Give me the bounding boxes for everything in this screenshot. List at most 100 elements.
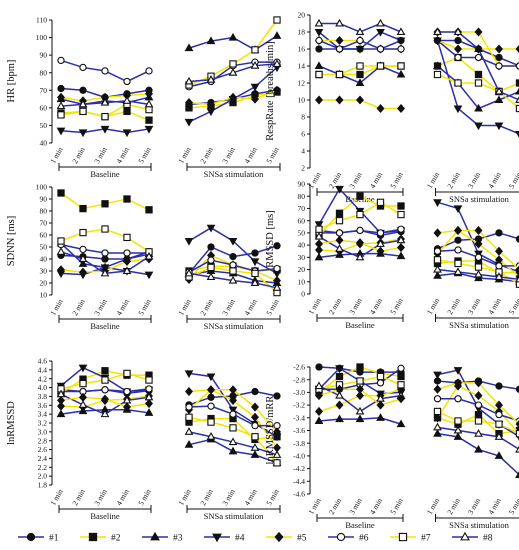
series-7 (315, 198, 519, 288)
data-point (433, 384, 442, 394)
series-3 (56, 238, 282, 287)
y-axis-label: RMSSD [ms] (265, 210, 276, 267)
stimulation-bracket: SNSa stimulation (435, 188, 519, 204)
data-point (433, 70, 442, 79)
legend-label: #3 (173, 534, 183, 544)
data-point (376, 28, 385, 37)
data-point (474, 428, 483, 437)
data-point (515, 235, 519, 243)
data-point (251, 412, 259, 422)
legend-item-8: #8 (452, 531, 493, 544)
data-point (184, 440, 194, 448)
data-point (314, 416, 324, 425)
data-point (101, 249, 109, 257)
legend-marker (336, 532, 346, 542)
data-point (314, 252, 324, 261)
data-point (453, 205, 463, 214)
y-axis-label: SDNN [ms] (6, 216, 17, 266)
data-point (101, 376, 109, 384)
data-point (144, 99, 154, 108)
data-point (474, 378, 483, 388)
data-point (397, 394, 405, 404)
data-point (433, 270, 442, 279)
data-point (101, 200, 109, 208)
data-point (272, 59, 282, 67)
data-point (207, 385, 215, 395)
data-point (474, 444, 483, 453)
y-tick-label: 90 (40, 51, 48, 60)
data-point (453, 367, 463, 375)
y-tick-label: -2.8 (293, 375, 305, 384)
data-point (79, 86, 87, 94)
x-tick-label: 4 min (114, 145, 131, 165)
data-point (474, 122, 483, 131)
data-point (495, 246, 503, 256)
x-tick-label: 3 min (347, 296, 364, 316)
data-point (515, 275, 519, 283)
data-point (515, 420, 519, 429)
y-tick-label: 14 (298, 62, 306, 71)
y-tick-label: -4.4 (293, 477, 305, 486)
data-point (229, 424, 237, 432)
data-point (100, 409, 110, 418)
data-point (315, 406, 323, 417)
data-point (56, 101, 66, 110)
data-point (272, 31, 282, 39)
data-point (206, 75, 216, 83)
legend-label: #6 (359, 534, 369, 544)
data-point (123, 256, 131, 266)
y-tick-label: 60 (40, 231, 48, 240)
data-point (356, 391, 364, 401)
data-point (250, 61, 260, 69)
series-2 (315, 53, 519, 96)
y-tick-label: 2.8 (38, 436, 48, 445)
y-tick-label: -4.0 (293, 452, 305, 461)
data-point (454, 53, 462, 62)
data-point (57, 395, 65, 405)
data-point (376, 239, 385, 247)
data-point (229, 385, 237, 395)
data-point (57, 265, 65, 275)
data-point (495, 420, 503, 428)
legend-item-3: #3 (142, 531, 183, 544)
data-point (376, 198, 385, 206)
baseline-bracket: Baseline (316, 314, 404, 330)
data-point (250, 443, 260, 451)
data-point (397, 381, 405, 389)
data-point (433, 61, 442, 70)
data-point (101, 225, 109, 233)
data-point (495, 229, 503, 237)
data-point (123, 402, 131, 412)
data-point (79, 63, 87, 72)
data-point (250, 450, 260, 458)
phase-label: SNSa stimulation (449, 320, 509, 330)
data-point (433, 413, 442, 423)
data-point (315, 245, 323, 255)
y-tick-label: 2.6 (38, 445, 48, 454)
data-point (78, 400, 88, 408)
x-tick-label: 1 min (306, 496, 323, 516)
data-point (315, 363, 323, 371)
data-point (355, 27, 365, 36)
legend-marker (26, 532, 36, 542)
data-point (100, 125, 110, 134)
data-point (314, 221, 324, 230)
y-tick-label: 20 (40, 279, 48, 288)
x-tick-label: 3 min (466, 296, 483, 316)
series-2 (57, 88, 281, 124)
data-point (335, 185, 344, 194)
data-point (57, 111, 65, 119)
data-point (335, 400, 344, 410)
y-tick-label: 10 (298, 96, 306, 105)
data-point (454, 236, 462, 244)
data-point (356, 210, 364, 219)
y-axis-label: RespRate [breaths/min] (265, 41, 276, 140)
data-point (356, 363, 364, 371)
data-point (206, 432, 216, 440)
data-point (335, 365, 344, 373)
y-tick-label: 70 (298, 204, 306, 213)
series-2 (315, 192, 519, 277)
series-5 (315, 225, 519, 281)
x-tick-label: 4 min (486, 296, 503, 316)
data-point (454, 395, 462, 403)
